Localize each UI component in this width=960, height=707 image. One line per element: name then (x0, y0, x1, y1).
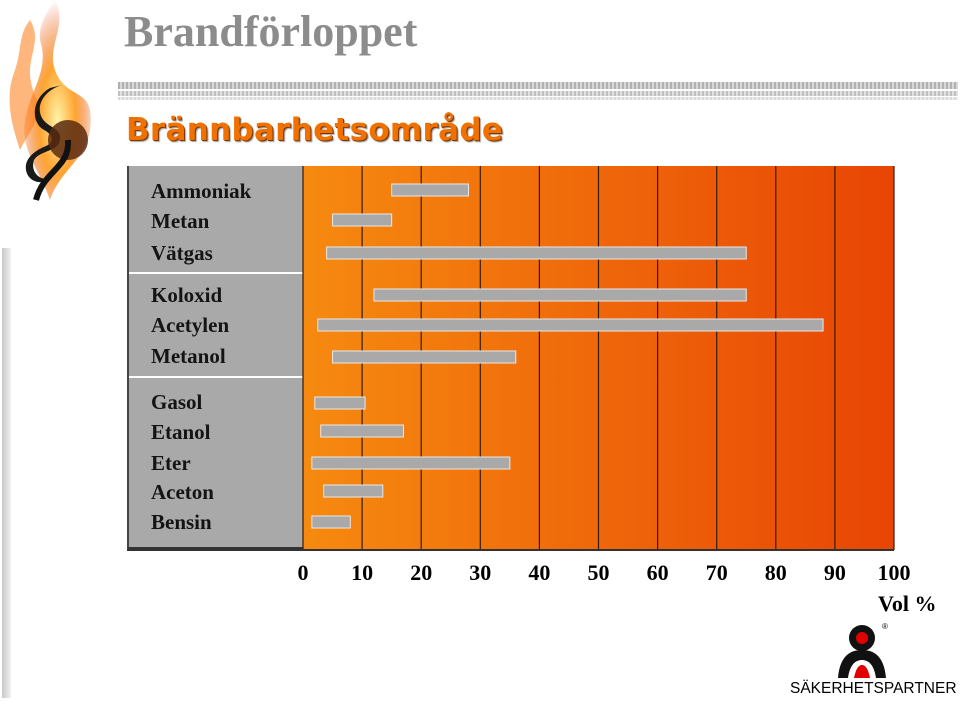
range-bars (311, 183, 824, 529)
x-tick-label: 50 (587, 560, 610, 585)
category-label: Metanol (151, 344, 226, 368)
category-label: Etanol (151, 420, 211, 444)
bar-ammoniak (391, 183, 469, 197)
category-label: Aceton (151, 480, 214, 504)
bar-metanol (332, 350, 517, 364)
title-divider (118, 82, 958, 100)
x-tick-label: 20 (410, 560, 433, 585)
bar-bensin (311, 515, 351, 529)
bar-acetylen (317, 318, 824, 332)
category-label: Eter (151, 451, 191, 475)
x-tick-label: 0 (297, 560, 309, 585)
x-tick-label: 10 (351, 560, 374, 585)
group-divider (129, 376, 303, 378)
x-axis-unit: Vol % (878, 591, 937, 616)
category-label: Koloxid (151, 283, 223, 307)
bar-koloxid (373, 288, 747, 302)
bar-eter (311, 456, 511, 470)
x-tick-label: 40 (528, 560, 551, 585)
category-label: Vätgas (151, 241, 213, 265)
bar-gasol (314, 396, 366, 410)
page-title: Brandförloppet (124, 7, 418, 56)
person-logo-icon (838, 625, 886, 678)
bar-metan (332, 213, 393, 227)
bar-aceton (323, 484, 384, 498)
category-label: Acetylen (151, 313, 230, 337)
x-tick-label: 90 (823, 560, 846, 585)
category-label: Bensin (151, 510, 212, 534)
chart-subtitle: Brännbarhetsområde (126, 112, 504, 148)
x-tick-label: 80 (764, 560, 787, 585)
x-tick-label: 60 (646, 560, 669, 585)
x-tick-label: 100 (877, 560, 911, 585)
group-divider (129, 272, 303, 274)
brand-name: SÄKERHETSPARTNER (790, 680, 957, 697)
category-label: Ammoniak (151, 179, 252, 203)
bar-etanol (320, 424, 404, 438)
x-tick-label: 70 (705, 560, 728, 585)
left-decor-bar (2, 248, 11, 698)
category-label: Gasol (151, 390, 203, 414)
category-label: Metan (151, 209, 210, 233)
x-tick-label: 30 (469, 560, 492, 585)
flame-logo-icon (9, 0, 91, 201)
registered-mark: ® (882, 622, 888, 631)
category-label-panel: Ammoniak Metan Vätgas Koloxid Acetylen M… (127, 166, 303, 550)
bar-vätgas (326, 246, 747, 260)
